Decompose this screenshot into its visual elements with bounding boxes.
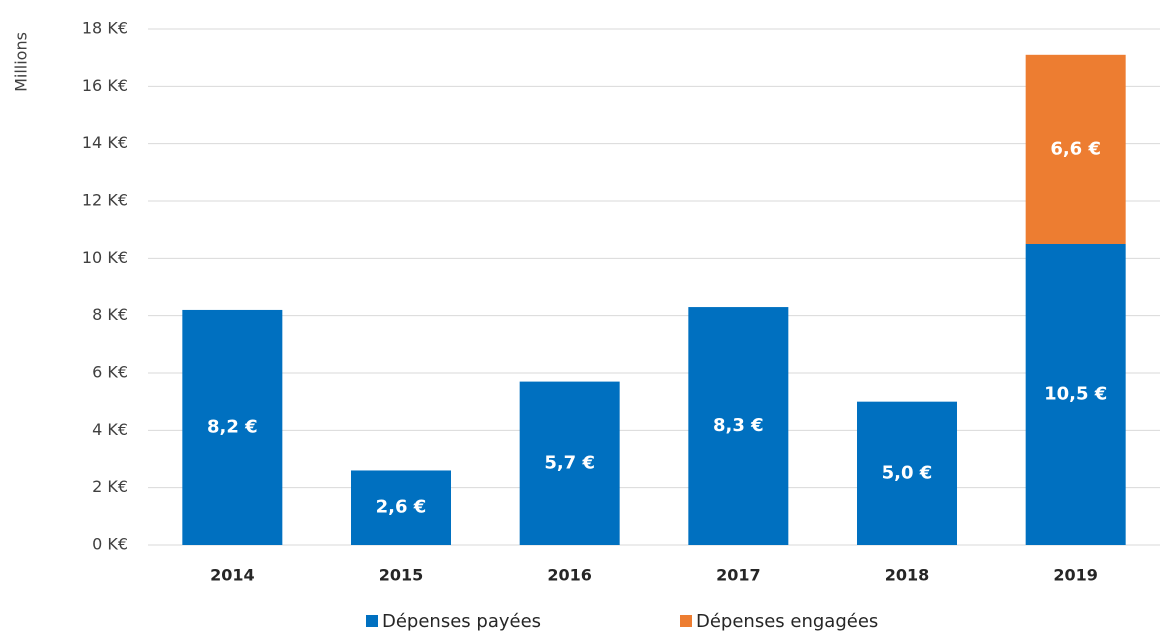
bar-segment bbox=[1025, 244, 1126, 545]
x-tick-label: 2017 bbox=[716, 566, 761, 585]
y-tick-label: 18 K€ bbox=[82, 19, 128, 38]
y-tick-label: 8 K€ bbox=[92, 305, 128, 324]
y-tick-label: 6 K€ bbox=[92, 363, 128, 382]
y-tick-label: 16 K€ bbox=[82, 76, 128, 95]
x-tick-label: 2015 bbox=[379, 566, 424, 585]
y-tick-label: 10 K€ bbox=[82, 248, 128, 267]
bar-segment bbox=[1025, 54, 1126, 244]
x-tick-label: 2016 bbox=[547, 566, 592, 585]
bar-segment bbox=[351, 470, 451, 545]
data-label: 5,0 € bbox=[882, 462, 933, 483]
data-label: 8,2 € bbox=[207, 416, 258, 437]
x-tick-label: 2018 bbox=[885, 566, 930, 585]
x-tick-label: 2014 bbox=[210, 566, 255, 585]
legend-swatch bbox=[680, 615, 692, 627]
data-label: 5,7 € bbox=[544, 452, 595, 473]
bar-segment bbox=[519, 381, 620, 545]
y-tick-label: 14 K€ bbox=[82, 133, 128, 152]
y-axis-label: Millions bbox=[12, 32, 31, 92]
legend-label: Dépenses payées bbox=[382, 611, 541, 632]
bar-segment bbox=[182, 309, 283, 545]
legend-swatch bbox=[366, 615, 378, 627]
y-tick-label: 0 K€ bbox=[92, 535, 128, 554]
y-tick-label: 12 K€ bbox=[82, 191, 128, 210]
data-label: 2,6 € bbox=[376, 497, 427, 518]
bar-segment bbox=[857, 401, 957, 545]
y-tick-label: 2 K€ bbox=[92, 477, 128, 496]
legend-label: Dépenses engagées bbox=[696, 611, 878, 632]
y-tick-label: 4 K€ bbox=[92, 420, 128, 439]
data-label: 6,6 € bbox=[1050, 138, 1101, 159]
data-label: 8,3 € bbox=[713, 415, 764, 436]
x-tick-label: 2019 bbox=[1053, 566, 1098, 585]
data-label: 10,5 € bbox=[1044, 384, 1107, 405]
bar-segment bbox=[688, 307, 789, 545]
